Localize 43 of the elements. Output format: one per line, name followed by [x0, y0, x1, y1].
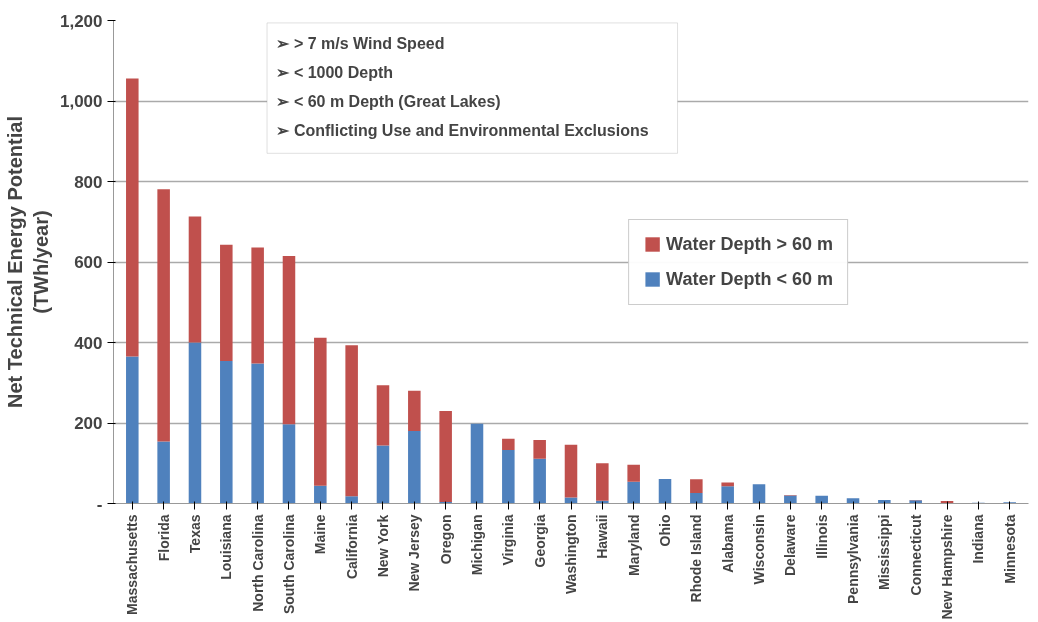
x-tick-label: Illinois: [813, 514, 830, 559]
x-tick-label: Pennsylvania: [845, 514, 862, 604]
x-tick-label: Virginia: [500, 514, 517, 566]
y-tick-label: 800: [74, 172, 103, 192]
y-tick-label: 600: [74, 253, 103, 272]
x-tick-label: Indiana: [970, 514, 987, 564]
x-tick-label: Louisiana: [218, 514, 235, 580]
x-tick-label: Delaware: [782, 514, 799, 576]
x-tick-label: Alabama: [719, 514, 736, 573]
x-tick-label: Rhode Island: [688, 514, 705, 603]
x-tick-label: New Jersey: [406, 514, 423, 592]
y-tick-label: 1,000: [59, 92, 103, 111]
x-tick-label: Mississippi: [876, 514, 893, 590]
x-tick-label: North Carolina: [249, 514, 266, 612]
y-tick-label: 200: [74, 414, 103, 433]
annotation: ➢ Conflicting Use and Environmental Exclusions: [276, 121, 649, 139]
x-tick-label: Wisconsin: [751, 514, 768, 585]
x-tick-label: Maryland: [625, 514, 642, 576]
x-tick-label: Florida: [155, 514, 172, 562]
x-tick-label: New Hampshire: [939, 514, 956, 620]
x-tick-label: Hawaii: [594, 514, 611, 559]
x-tick-label: Washington: [563, 514, 579, 595]
x-tick-label: Maine: [312, 514, 329, 555]
annotation: ➢ < 1000 Depth: [276, 63, 394, 81]
y-tick-label: -: [96, 494, 103, 514]
y-axis-title: Net Technical Energy Potential (TWh/year): [3, 116, 52, 408]
x-tick-label: South Carolina: [280, 514, 297, 615]
legend-label: Water Depth < 60 m: [666, 268, 833, 290]
x-tick-label: Georgia: [531, 514, 548, 568]
annotation: ➢ < 60 m Depth (Great Lakes): [276, 92, 501, 110]
x-tick-label: Michigan: [468, 514, 485, 576]
x-tick-label: Ohio: [657, 514, 674, 547]
legend-label: Water Depth > 60 m: [666, 233, 833, 255]
y-tick-label: 400: [74, 333, 103, 353]
x-tick-label: Connecticut: [907, 514, 924, 596]
x-tick-label: Oregon: [437, 514, 454, 565]
y-tick-label: 1,200: [59, 11, 103, 31]
x-tick-label: California: [343, 514, 360, 580]
x-tick-label: New York: [374, 514, 391, 578]
x-tick-label: Minnesota: [1001, 514, 1018, 584]
x-tick-label: Massachusetts: [124, 514, 141, 615]
x-tick-label: Texas: [186, 514, 203, 554]
annotation: ➢ > 7 m/s Wind Speed: [276, 34, 445, 52]
